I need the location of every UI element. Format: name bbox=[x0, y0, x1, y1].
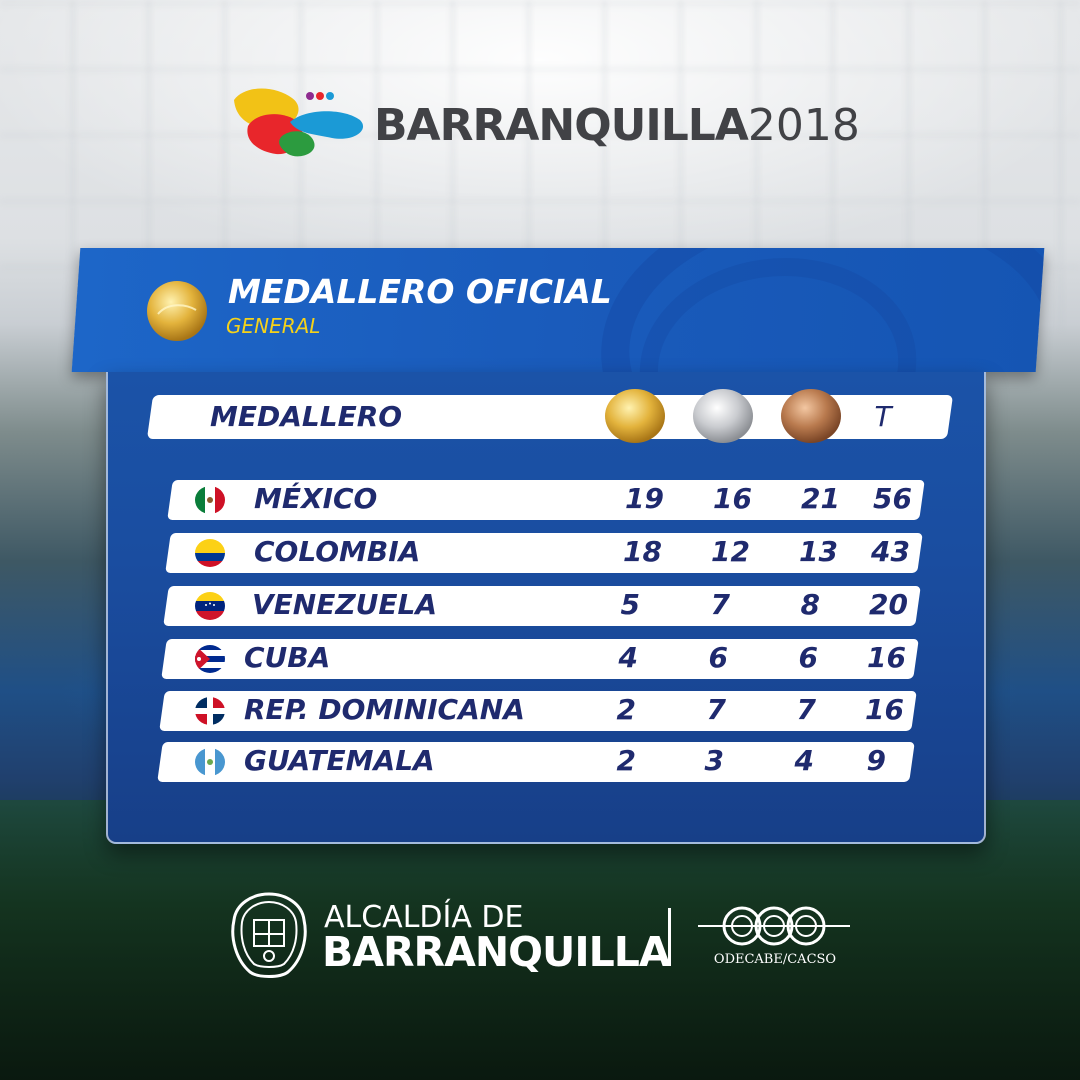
bronze-count: 21 bbox=[801, 482, 840, 515]
bronze-count: 7 bbox=[796, 693, 816, 726]
silver-count: 6 bbox=[708, 641, 728, 674]
alcaldia-crest-icon bbox=[231, 892, 307, 978]
total-column-label: T bbox=[874, 400, 892, 433]
silver-count: 3 bbox=[704, 744, 724, 777]
footer-divider bbox=[668, 908, 671, 966]
total-count: 9 bbox=[866, 744, 886, 777]
total-count: 16 bbox=[865, 693, 904, 726]
bronze-count: 6 bbox=[798, 641, 818, 674]
table-row: COLOMBIA 18 12 13 43 bbox=[0, 533, 1080, 573]
silver-count: 7 bbox=[710, 588, 730, 621]
alcaldia-line2: BARRANQUILLA bbox=[322, 928, 671, 976]
table-row: REP. DOMINICANA 2 7 7 16 bbox=[0, 691, 1080, 731]
silver-count: 12 bbox=[711, 535, 750, 568]
bronze-count: 4 bbox=[794, 744, 814, 777]
gold-count: 5 bbox=[620, 588, 640, 621]
total-count: 20 bbox=[869, 588, 908, 621]
brand-wordmark: BARRANQUILLA2018 bbox=[374, 100, 860, 151]
mexico-flag-icon bbox=[195, 486, 225, 514]
table-row: GUATEMALA 2 3 4 9 bbox=[0, 742, 1080, 782]
table-row: VENEZUELA 5 7 8 20 bbox=[0, 586, 1080, 626]
gold-count: 4 bbox=[618, 641, 638, 674]
silver-count: 16 bbox=[713, 482, 752, 515]
total-count: 16 bbox=[867, 641, 906, 674]
country-name: CUBA bbox=[244, 641, 331, 674]
gold-count: 2 bbox=[616, 744, 636, 777]
gold-count: 2 bbox=[616, 693, 636, 726]
country-name: MÉXICO bbox=[254, 482, 378, 515]
total-count: 43 bbox=[871, 535, 910, 568]
bronze-count: 8 bbox=[800, 588, 820, 621]
bronze-count: 13 bbox=[799, 535, 838, 568]
dominican-republic-flag-icon bbox=[195, 697, 225, 725]
barranquilla-2018-logo: BARRANQUILLA2018 bbox=[226, 82, 866, 172]
cuba-flag-icon bbox=[195, 645, 225, 673]
banner-title: MEDALLERO OFICIAL bbox=[228, 272, 612, 311]
gold-medal-icon bbox=[147, 281, 207, 341]
brand-year: 2018 bbox=[747, 100, 860, 151]
games-logo-icon bbox=[234, 88, 364, 157]
guatemala-flag-icon bbox=[195, 748, 225, 776]
alcaldia-line1: ALCALDÍA DE bbox=[324, 900, 524, 935]
odecabe-label: ODECABE/CACSO bbox=[713, 952, 837, 967]
table-row: CUBA 4 6 6 16 bbox=[0, 639, 1080, 679]
total-count: 56 bbox=[873, 482, 912, 515]
country-name: GUATEMALA bbox=[244, 744, 435, 777]
gold-count: 19 bbox=[625, 482, 664, 515]
bronze-medal-icon bbox=[781, 389, 841, 443]
table-row: MÉXICO 19 16 21 56 bbox=[0, 480, 1080, 520]
gold-medal-icon bbox=[605, 389, 665, 443]
country-name: REP. DOMINICANA bbox=[244, 693, 525, 726]
banner-subtitle: GENERAL bbox=[226, 314, 321, 338]
gold-count: 18 bbox=[623, 535, 662, 568]
silver-medal-icon bbox=[693, 389, 753, 443]
venezuela-flag-icon bbox=[195, 592, 225, 620]
silver-count: 7 bbox=[706, 693, 726, 726]
table-header-label: MEDALLERO bbox=[210, 400, 403, 433]
odecabe-logo-icon bbox=[698, 906, 850, 946]
country-name: COLOMBIA bbox=[254, 535, 421, 568]
country-name: VENEZUELA bbox=[252, 588, 438, 621]
colombia-flag-icon bbox=[195, 539, 225, 567]
stadium-field-background bbox=[0, 800, 1080, 1080]
brand-name: BARRANQUILLA bbox=[374, 100, 749, 151]
